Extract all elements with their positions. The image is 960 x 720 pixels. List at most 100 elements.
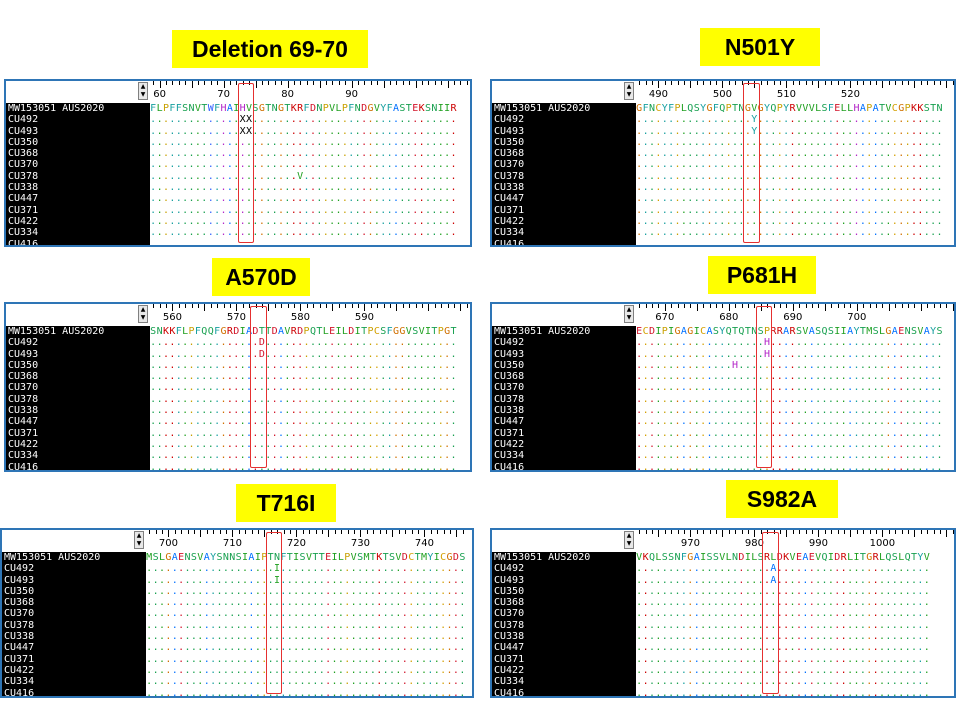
sequence-name[interactable]: CU416 bbox=[494, 687, 525, 698]
sequence-name[interactable]: CU338 bbox=[8, 405, 39, 417]
sequence-name[interactable]: CU416 bbox=[494, 238, 525, 247]
ruler-tick bbox=[332, 81, 334, 85]
scroll-spinner-icon[interactable]: ▲ ▼ bbox=[624, 305, 634, 323]
sequence-name[interactable]: CU368 bbox=[494, 371, 525, 383]
sequence-name[interactable]: CU422 bbox=[494, 664, 525, 676]
sequence-name[interactable]: MW153051 AUS2020 bbox=[8, 103, 105, 114]
sequence-name[interactable]: CU338 bbox=[494, 182, 525, 194]
sequence-name[interactable]: CU370 bbox=[8, 382, 39, 394]
ruler-tick bbox=[645, 530, 647, 534]
sequence-name[interactable]: MW153051 AUS2020 bbox=[494, 552, 591, 563]
sequence-name[interactable]: CU493 bbox=[4, 574, 35, 586]
sequence-name[interactable]: CU350 bbox=[4, 585, 35, 597]
scroll-spinner-icon[interactable]: ▲ ▼ bbox=[134, 531, 144, 549]
sequence-name[interactable]: CU371 bbox=[494, 427, 525, 439]
sequence-name[interactable]: CU422 bbox=[494, 215, 525, 227]
sequence-name[interactable]: CU334 bbox=[494, 450, 525, 462]
position-ruler: 970 980 990 1000 bbox=[636, 530, 954, 552]
sequence-name[interactable]: CU334 bbox=[8, 450, 39, 462]
ruler-tick bbox=[652, 304, 653, 308]
sequence-name[interactable]: CU350 bbox=[494, 585, 525, 597]
sequence-name[interactable]: CU422 bbox=[4, 664, 35, 676]
sequence-name[interactable]: CU416 bbox=[4, 687, 35, 698]
ruler-tick bbox=[952, 81, 954, 85]
sequence-name[interactable]: CU378 bbox=[494, 619, 525, 631]
alignment-view[interactable]: 490 500 510 520 G F N C Y F P L Q S Y G F Q P T N G V G Y Q P Y R V V V… bbox=[636, 81, 954, 245]
alignment-view[interactable]: 970 980 990 1000 V K Q L S S N F G A I S S V L N D I L S R L D K V E A… bbox=[636, 530, 954, 696]
sequence-name[interactable]: CU370 bbox=[4, 608, 35, 620]
sequence-name[interactable]: CU350 bbox=[8, 136, 39, 148]
sequence-name[interactable]: CU447 bbox=[8, 416, 39, 428]
sequence-name[interactable]: CU492 bbox=[8, 114, 39, 126]
sequence-name[interactable]: CU416 bbox=[494, 461, 525, 472]
sequence-name[interactable]: CU370 bbox=[494, 382, 525, 394]
sequence-name[interactable]: CU447 bbox=[8, 193, 39, 205]
sequence-name[interactable]: CU338 bbox=[8, 182, 39, 194]
sequence-name[interactable]: CU378 bbox=[8, 393, 39, 405]
sequence-name[interactable]: CU368 bbox=[8, 371, 39, 383]
scroll-spinner-icon[interactable]: ▲ ▼ bbox=[138, 305, 148, 323]
sequence-name[interactable]: CU350 bbox=[494, 136, 525, 148]
ruler-tick bbox=[373, 530, 375, 534]
sequence-name[interactable]: CU492 bbox=[494, 114, 525, 126]
sequence-name[interactable]: CU370 bbox=[8, 159, 39, 171]
sequence-name[interactable]: CU378 bbox=[494, 393, 525, 405]
sequence-name[interactable]: CU370 bbox=[494, 608, 525, 620]
sequence-name[interactable]: CU334 bbox=[494, 676, 525, 688]
sequence-name[interactable]: CU334 bbox=[4, 676, 35, 688]
ruler-tick bbox=[326, 304, 327, 308]
sequence-name[interactable]: CU416 bbox=[8, 238, 39, 247]
scroll-spinner-icon[interactable]: ▲ ▼ bbox=[624, 531, 634, 549]
sequence-name[interactable]: CU378 bbox=[494, 170, 525, 182]
sequence-name[interactable]: CU422 bbox=[494, 438, 525, 450]
alignment-view[interactable]: 700 710 720 730 740 M S L G A E N S V A Y S N N S I A I P T N F T I S… bbox=[146, 530, 472, 696]
sequence-name[interactable]: CU447 bbox=[4, 642, 35, 654]
sequence-name[interactable]: CU493 bbox=[494, 125, 525, 137]
sequence-name[interactable]: CU370 bbox=[494, 159, 525, 171]
ruler-position-label: 90 bbox=[345, 89, 358, 100]
sequence-name[interactable]: MW153051 AUS2020 bbox=[494, 326, 591, 337]
sequence-name[interactable]: CU447 bbox=[494, 416, 525, 428]
sequence-name[interactable]: CU378 bbox=[8, 170, 39, 182]
sequence-name[interactable]: CU334 bbox=[494, 227, 525, 239]
sequence-name[interactable]: CU378 bbox=[4, 619, 35, 631]
sequence-name[interactable]: CU422 bbox=[8, 215, 39, 227]
sequence-name[interactable]: CU422 bbox=[8, 438, 39, 450]
alignment-view[interactable]: 560 570 580 590 S N K K F L P F Q Q F G R D I A D T T D A V R D P Q T L… bbox=[150, 304, 470, 470]
sequence-name[interactable]: CU493 bbox=[494, 348, 525, 360]
sequence-name[interactable]: CU492 bbox=[4, 563, 35, 575]
alignment-view[interactable]: 60 70 80 90 F L P F F S N V T W F H A I H V S G T N G T K R F D N P V L P F… bbox=[150, 81, 470, 245]
sequence-name[interactable]: CU371 bbox=[494, 204, 525, 216]
sequence-name[interactable]: CU334 bbox=[8, 227, 39, 239]
alignment-row: ........................................… bbox=[636, 687, 930, 696]
sequence-name[interactable]: CU368 bbox=[494, 148, 525, 160]
sequence-name[interactable]: CU416 bbox=[8, 461, 39, 472]
sequence-name[interactable]: CU371 bbox=[8, 427, 39, 439]
sequence-name[interactable]: CU371 bbox=[4, 653, 35, 665]
sequence-name[interactable]: CU493 bbox=[8, 348, 39, 360]
sequence-name[interactable]: CU368 bbox=[8, 148, 39, 160]
sequence-name[interactable]: CU492 bbox=[8, 337, 39, 349]
scroll-spinner-icon[interactable]: ▲ ▼ bbox=[138, 82, 148, 100]
sequence-name[interactable]: CU447 bbox=[494, 193, 525, 205]
sequence-name[interactable]: CU350 bbox=[8, 359, 39, 371]
sequence-name[interactable]: MW153051 AUS2020 bbox=[494, 103, 591, 114]
sequence-name[interactable]: MW153051 AUS2020 bbox=[4, 552, 101, 563]
ruler-tick bbox=[466, 81, 468, 85]
scroll-spinner-icon[interactable]: ▲ ▼ bbox=[624, 82, 634, 100]
sequence-name[interactable]: CU338 bbox=[494, 405, 525, 417]
sequence-name[interactable]: CU492 bbox=[494, 337, 525, 349]
sequence-name[interactable]: CU338 bbox=[4, 631, 35, 643]
alignment-view[interactable]: 670 680 690 700 E C D I P I G A G I C A S Y Q T Q T N S P R R A R S V A… bbox=[636, 304, 954, 470]
sequence-name[interactable]: MW153051 AUS2020 bbox=[8, 326, 105, 337]
sequence-name[interactable]: CU368 bbox=[494, 597, 525, 609]
sequence-name[interactable]: CU350 bbox=[494, 359, 525, 371]
sequence-name[interactable]: CU371 bbox=[494, 653, 525, 665]
sequence-name[interactable]: CU493 bbox=[494, 574, 525, 586]
sequence-name[interactable]: CU338 bbox=[494, 631, 525, 643]
sequence-name[interactable]: CU368 bbox=[4, 597, 35, 609]
sequence-name[interactable]: CU493 bbox=[8, 125, 39, 137]
sequence-name[interactable]: CU371 bbox=[8, 204, 39, 216]
sequence-name[interactable]: CU492 bbox=[494, 563, 525, 575]
sequence-name[interactable]: CU447 bbox=[494, 642, 525, 654]
